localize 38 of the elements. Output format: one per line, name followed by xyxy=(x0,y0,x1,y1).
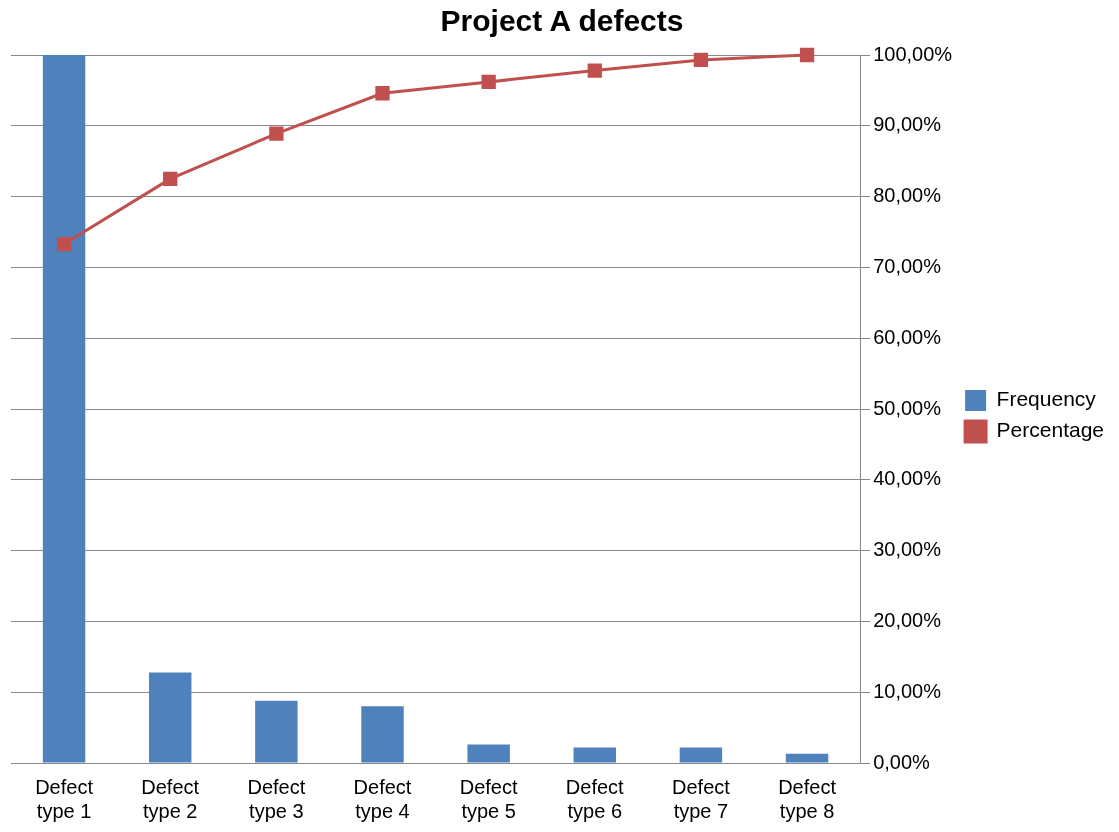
y-tick-label: 70,00% xyxy=(873,254,942,277)
point xyxy=(587,63,602,78)
y-tick-label: 20,00% xyxy=(873,608,942,631)
x-tick-label: Defect type 6 xyxy=(565,775,625,822)
bar xyxy=(42,55,86,763)
x-tick-label: Defect type 7 xyxy=(672,775,731,822)
legend-label: Percentage xyxy=(996,418,1105,442)
y-tick-label: 10,00% xyxy=(873,679,942,702)
y-tick-label: 0,00% xyxy=(873,750,931,773)
bar xyxy=(255,700,298,763)
point xyxy=(481,74,496,90)
x-tick-label: Defect type 2 xyxy=(141,775,200,822)
bar xyxy=(785,753,829,763)
x-tick-label: Defect type 1 xyxy=(35,775,94,822)
y-tick-label: 100,00% xyxy=(873,42,953,65)
x-tick-label: Defect type 3 xyxy=(247,775,306,822)
bar xyxy=(573,747,617,763)
bar xyxy=(467,744,510,763)
point xyxy=(375,86,390,101)
legend-label: Frequency xyxy=(996,387,1097,411)
x-tick-label: Defect type 8 xyxy=(778,775,837,822)
x-tick-label: Defect type 4 xyxy=(353,775,412,822)
y-tick-label: 80,00% xyxy=(873,184,942,207)
bar xyxy=(148,672,192,763)
point xyxy=(693,52,709,68)
y-tick-label: 90,00% xyxy=(873,113,942,136)
point xyxy=(163,171,178,187)
point xyxy=(269,126,284,141)
y-tick-label: 60,00% xyxy=(873,325,942,348)
point xyxy=(799,47,815,63)
chart-title: Project A defects xyxy=(440,4,684,38)
y-tick-label: 50,00% xyxy=(873,396,942,419)
bar xyxy=(361,706,404,763)
x-tick-label: Defect type 5 xyxy=(459,775,518,822)
point xyxy=(56,236,72,252)
y-tick-label: 30,00% xyxy=(873,538,942,561)
bar xyxy=(679,747,723,763)
y-tick-label: 40,00% xyxy=(873,467,942,490)
